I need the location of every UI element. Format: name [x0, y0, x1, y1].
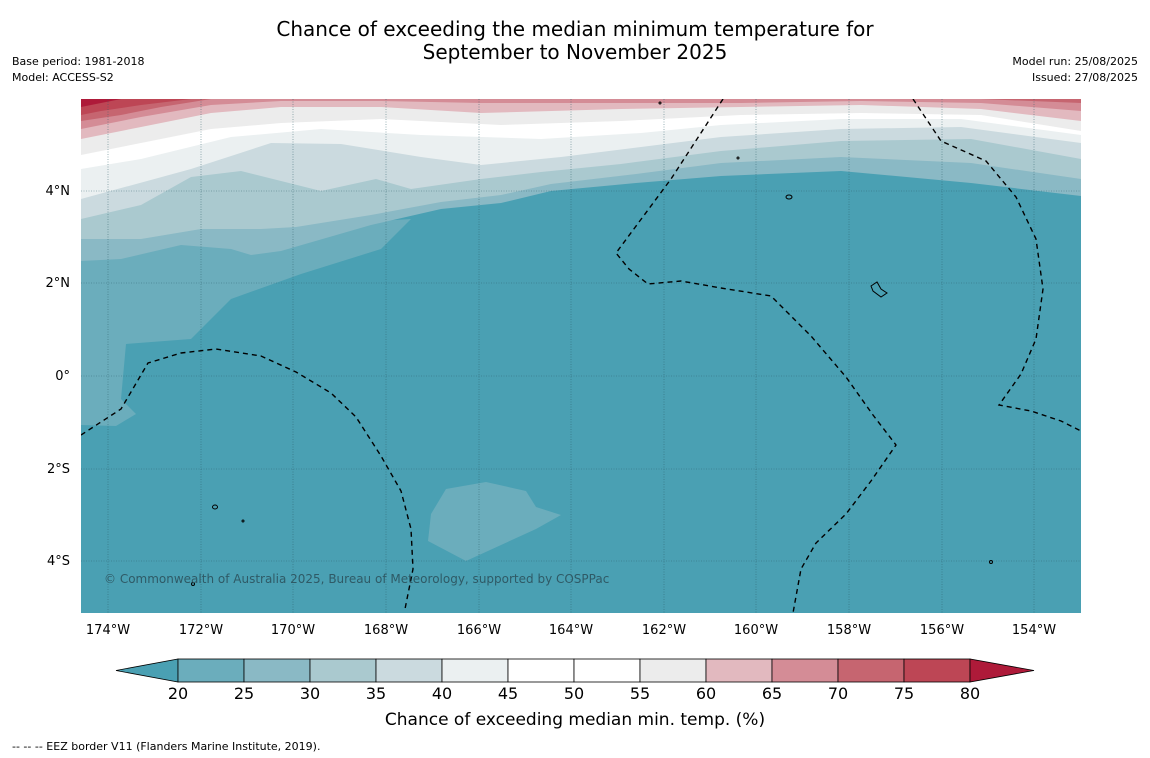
colorbar-cell: [705, 658, 773, 683]
colorbar-cell: [639, 658, 707, 683]
lon-label: 162°W: [641, 623, 687, 638]
band-70-75: [81, 99, 1081, 121]
colorbar-cell: [507, 658, 575, 683]
colorbar-tick: 70: [827, 684, 849, 703]
island-e: [989, 560, 993, 564]
colorbar-cells: [115, 658, 1035, 683]
colorbar-cell: [441, 658, 509, 683]
base-period: Base period: 1981-2018: [12, 55, 145, 68]
island-a: [785, 194, 793, 200]
lat-label: 4°S: [46, 554, 70, 569]
band-55-60: [81, 99, 1081, 155]
colorbar-cell: [177, 658, 245, 683]
band-25-30: [81, 219, 411, 426]
lon-label: 154°W: [1011, 623, 1057, 638]
colorbar-extend-low: [115, 658, 179, 683]
island-b: [212, 504, 218, 510]
lon-label: 160°W: [733, 623, 779, 638]
colorbar-label: Chance of exceeding median min. temp. (%…: [384, 710, 766, 730]
colorbar: [115, 658, 1035, 683]
colorbar-tick: 40: [431, 684, 453, 703]
probability-map: [81, 99, 1081, 613]
colorbar-cell: [309, 658, 377, 683]
colorbar-tick: 75: [893, 684, 915, 703]
lon-label: 174°W: [85, 623, 131, 638]
island-f: [736, 156, 740, 160]
colorbar-cell: [243, 658, 311, 683]
issued-date: Issued: 27/08/2025: [1031, 71, 1138, 84]
chart-title: Chance of exceeding the median minimum t…: [0, 18, 1150, 64]
colorbar-cell: [573, 658, 641, 683]
model-run: Model run: 25/08/2025: [1012, 55, 1138, 68]
lon-label: 172°W: [178, 623, 224, 638]
island-kiribati: [870, 281, 888, 298]
eez-border-central: [615, 99, 897, 613]
lon-label: 170°W: [270, 623, 316, 638]
lat-label: 2°N: [45, 276, 71, 291]
colorbar-tick: 60: [695, 684, 717, 703]
colorbar-tick: 25: [233, 684, 255, 703]
lon-label: 156°W: [919, 623, 965, 638]
eez-border-east: [912, 99, 1081, 432]
blob-25-30: [428, 482, 561, 561]
meta-right: Model run: 25/08/2025 Issued: 27/08/2025: [1012, 54, 1138, 86]
colorbar-tick: 20: [167, 684, 189, 703]
band-75-80: [81, 99, 191, 115]
map-panel: [81, 99, 1081, 613]
colorbar-cell: [837, 658, 905, 683]
island-d: [191, 582, 195, 586]
colorbar-cell: [771, 658, 839, 683]
graticule: [81, 99, 1081, 613]
model-name: Model: ACCESS-S2: [12, 71, 114, 84]
lat-label: 2°S: [46, 462, 70, 477]
lon-label: 158°W: [826, 623, 872, 638]
colorbar-tick: 65: [761, 684, 783, 703]
band-80-plus: [81, 99, 121, 107]
lat-label: 4°N: [45, 184, 71, 199]
eez-legend-note: -- -- -- EEZ border V11 (Flanders Marine…: [12, 740, 321, 753]
eez-borders: [81, 99, 1081, 613]
island-g: [658, 101, 662, 105]
copyright-notice: © Commonwealth of Australia 2025, Bureau…: [104, 572, 610, 586]
islands: [191, 101, 993, 586]
lon-label: 166°W: [456, 623, 502, 638]
colorbar-tick: 30: [299, 684, 321, 703]
colorbar-tick: 50: [563, 684, 585, 703]
colorbar-tick: 35: [365, 684, 387, 703]
title-line-1: Chance of exceeding the median minimum t…: [276, 17, 874, 41]
colorbar-tick: 45: [497, 684, 519, 703]
lat-label: 0°: [55, 369, 70, 384]
title-line-2: September to November 2025: [422, 40, 728, 64]
colorbar-extend-high: [969, 658, 1035, 683]
island-c: [241, 519, 245, 523]
lon-label: 168°W: [363, 623, 409, 638]
lon-label: 164°W: [548, 623, 594, 638]
colorbar-cell: [903, 658, 971, 683]
colorbar-cell: [375, 658, 443, 683]
colorbar-tick: 55: [629, 684, 651, 703]
meta-left: Base period: 1981-2018 Model: ACCESS-S2: [12, 54, 144, 86]
colorbar-tick: 80: [959, 684, 981, 703]
